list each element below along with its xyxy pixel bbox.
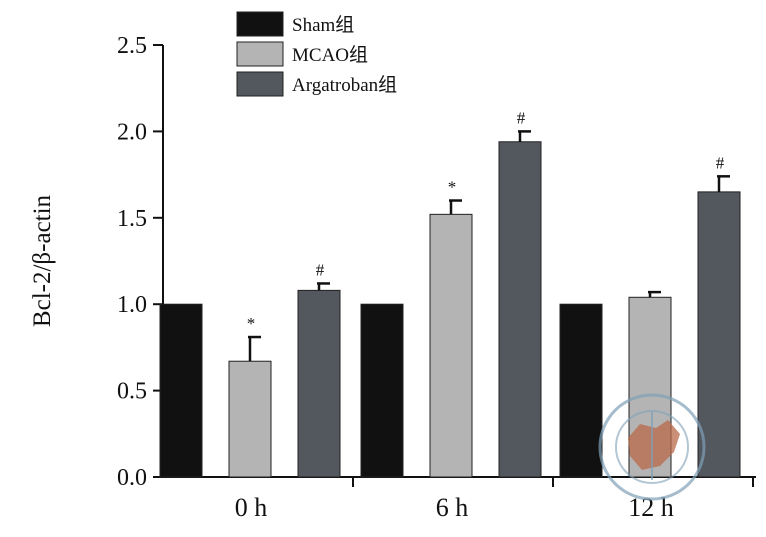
- bars: [159, 130, 741, 478]
- y-tick-label: 0.0: [117, 465, 147, 491]
- bar: [559, 303, 603, 478]
- seal-outer-ring: [598, 393, 706, 501]
- y-tick-label: 0.5: [117, 379, 147, 405]
- bar: [697, 191, 741, 478]
- bar: [228, 360, 272, 478]
- significance-label: *: [247, 314, 256, 333]
- significance-label: *: [448, 178, 457, 197]
- y-tick-label: 2.0: [117, 119, 147, 145]
- bar: [159, 303, 203, 478]
- journal-seal-icon: [598, 393, 706, 501]
- bar: [297, 289, 341, 478]
- legend: Sham组 MCAO组 Argatroban组: [236, 11, 397, 97]
- legend-swatch: [236, 11, 284, 37]
- y-tick-label: 1.5: [117, 206, 147, 232]
- legend-label: MCAO组: [292, 44, 368, 66]
- bar: [360, 303, 404, 478]
- y-tick-label: 2.5: [117, 33, 147, 59]
- y-axis-label: Bcl-2/β-actin: [29, 194, 56, 327]
- seal-map-shape: [628, 420, 680, 470]
- significance-label: #: [316, 260, 325, 279]
- bar: [498, 141, 542, 478]
- significance-label: #: [517, 108, 526, 127]
- legend-swatch: [236, 71, 284, 97]
- seal-inner-ring: [615, 410, 689, 484]
- legend-swatch: [236, 41, 284, 67]
- x-tick-label: 6 h: [436, 493, 469, 522]
- x-tick-label: 0 h: [235, 493, 268, 522]
- legend-label: Argatroban组: [292, 74, 397, 96]
- bar: [429, 213, 473, 478]
- significance-label: #: [716, 153, 725, 172]
- legend-label: Sham组: [292, 14, 354, 36]
- y-tick-label: 1.0: [117, 292, 147, 318]
